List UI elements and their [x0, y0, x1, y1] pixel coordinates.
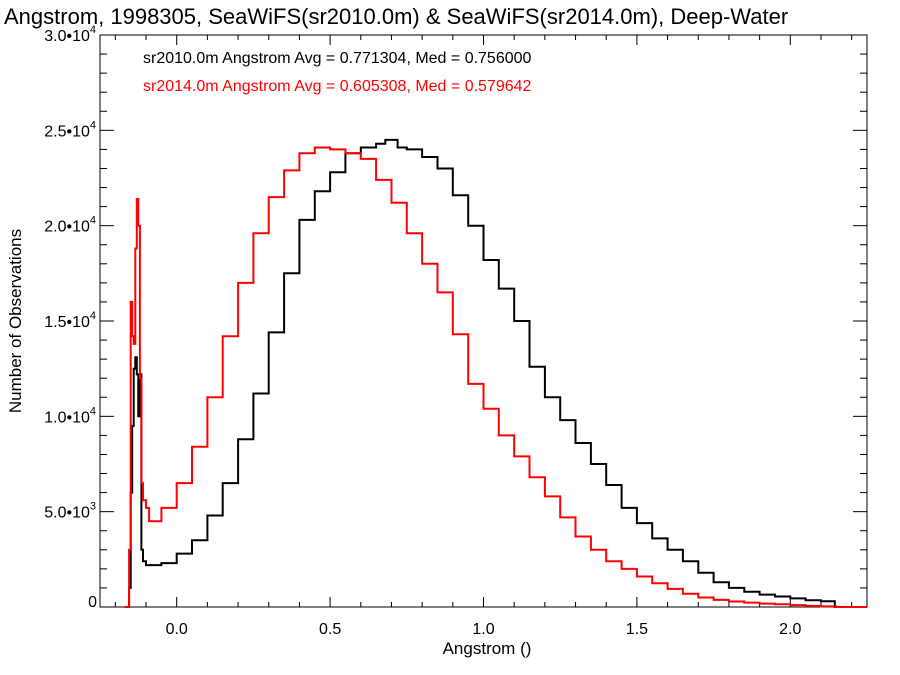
- y-tick-label: 1.5•104: [44, 310, 96, 331]
- x-tick-label: 2.0: [779, 621, 801, 638]
- axis-ticks: [100, 34, 867, 608]
- series-sr2010-line: [124, 138, 867, 608]
- x-tick-label: 1.0: [472, 621, 494, 638]
- y-tick-label: 2.5•104: [44, 119, 96, 140]
- y-tick-label: 5.0•103: [44, 501, 96, 522]
- x-axis-label: Angstrom (): [443, 639, 532, 658]
- series-sr2014-line: [124, 146, 867, 608]
- y-tick-label: 2.0•104: [44, 215, 96, 236]
- y-tick-label: 1.0•104: [44, 405, 96, 426]
- x-tick-label: 0.0: [166, 621, 188, 638]
- y-tick-labels: 0 5.0•103 1.0•104 1.5•104 2.0•104 2.5•104 3.0•…: [44, 24, 97, 611]
- x-tick-label: 0.5: [319, 621, 341, 638]
- plot-frame: [99, 34, 868, 608]
- y-tick-label: 0: [88, 594, 97, 611]
- series-lines: [124, 138, 867, 608]
- x-tick-label: 1.5: [626, 621, 648, 638]
- legend-entry-sr2014: sr2014.0m Angstrom Avg = 0.605308, Med =…: [143, 78, 532, 95]
- y-tick-label: 3.0•104: [44, 24, 96, 45]
- y-axis-label: Number of Observations: [6, 229, 25, 413]
- chart-title: Angstrom, 1998305, SeaWiFS(sr2010.0m) & …: [4, 4, 788, 29]
- x-tick-labels: 0.0 0.5 1.0 1.5 2.0: [166, 621, 802, 638]
- legend-entry-sr2010: sr2010.0m Angstrom Avg = 0.771304, Med =…: [143, 50, 532, 67]
